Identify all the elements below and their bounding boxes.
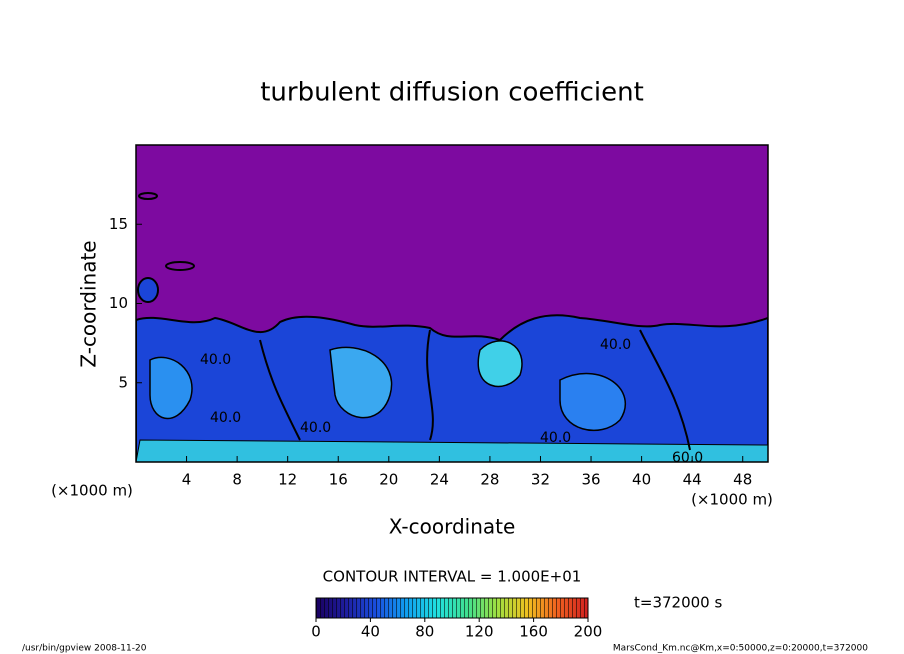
x-tick-label: 36 [581,471,600,489]
colorbar-frame [315,597,589,619]
y-axis-label: Z-coordinate [77,240,101,367]
y-tick-label: 15 [109,215,128,233]
contour-label: 40.0 [300,420,331,436]
x-axis-label: X-coordinate [389,515,516,539]
time-label: t=372000 s [634,594,722,612]
colorbar-tick-label: 160 [519,623,548,641]
x-tick-label: 16 [329,471,348,489]
eddy [138,192,158,200]
eddy [136,439,768,462]
colorbar-tick-label: 40 [361,623,380,641]
turbulent-layer [136,314,768,462]
contour-label: 40.0 [210,410,241,426]
chart-title: turbulent diffusion coefficient [260,78,644,108]
footer-right: MarsCond_Km.nc@Km,x=0:50000,z=0:20000,t=… [613,644,868,654]
eddy [329,346,393,419]
colorbar-tick-label: 0 [311,623,321,641]
eddy [559,372,627,431]
y-tick-label: 10 [109,294,128,312]
contour-label: 60.0 [672,450,703,466]
colorbar-tick-label: 200 [574,623,603,641]
contour-label: 40.0 [200,352,231,368]
y-tick-label: 5 [118,373,128,391]
eddy [477,340,523,388]
colorbar-tick-label: 80 [415,623,434,641]
contour-interval: CONTOUR INTERVAL = 1.000E+01 [323,568,582,586]
x-tick-label: 44 [683,471,702,489]
contour-label: 40.0 [540,430,571,446]
footer-left: /usr/bin/gpview 2008-11-20 [22,644,147,654]
y-unit: (×1000 m) [51,482,133,500]
x-tick-label: 20 [379,471,398,489]
x-tick-label: 28 [480,471,499,489]
x-tick-label: 12 [278,471,297,489]
contour-line [259,329,691,451]
x-tick-label: 8 [232,471,242,489]
colorbar-tick-label: 120 [465,623,494,641]
x-tick-label: 40 [632,471,651,489]
contour-label: 40.0 [600,337,631,353]
x-tick-label: 48 [733,471,752,489]
x-tick-label: 32 [531,471,550,489]
eddy [149,356,193,420]
x-tick-label: 4 [182,471,192,489]
x-unit: (×1000 m) [691,491,773,509]
contour-field [136,145,768,462]
x-tick-label: 24 [430,471,449,489]
eddy [137,277,159,303]
eddy [165,261,195,271]
